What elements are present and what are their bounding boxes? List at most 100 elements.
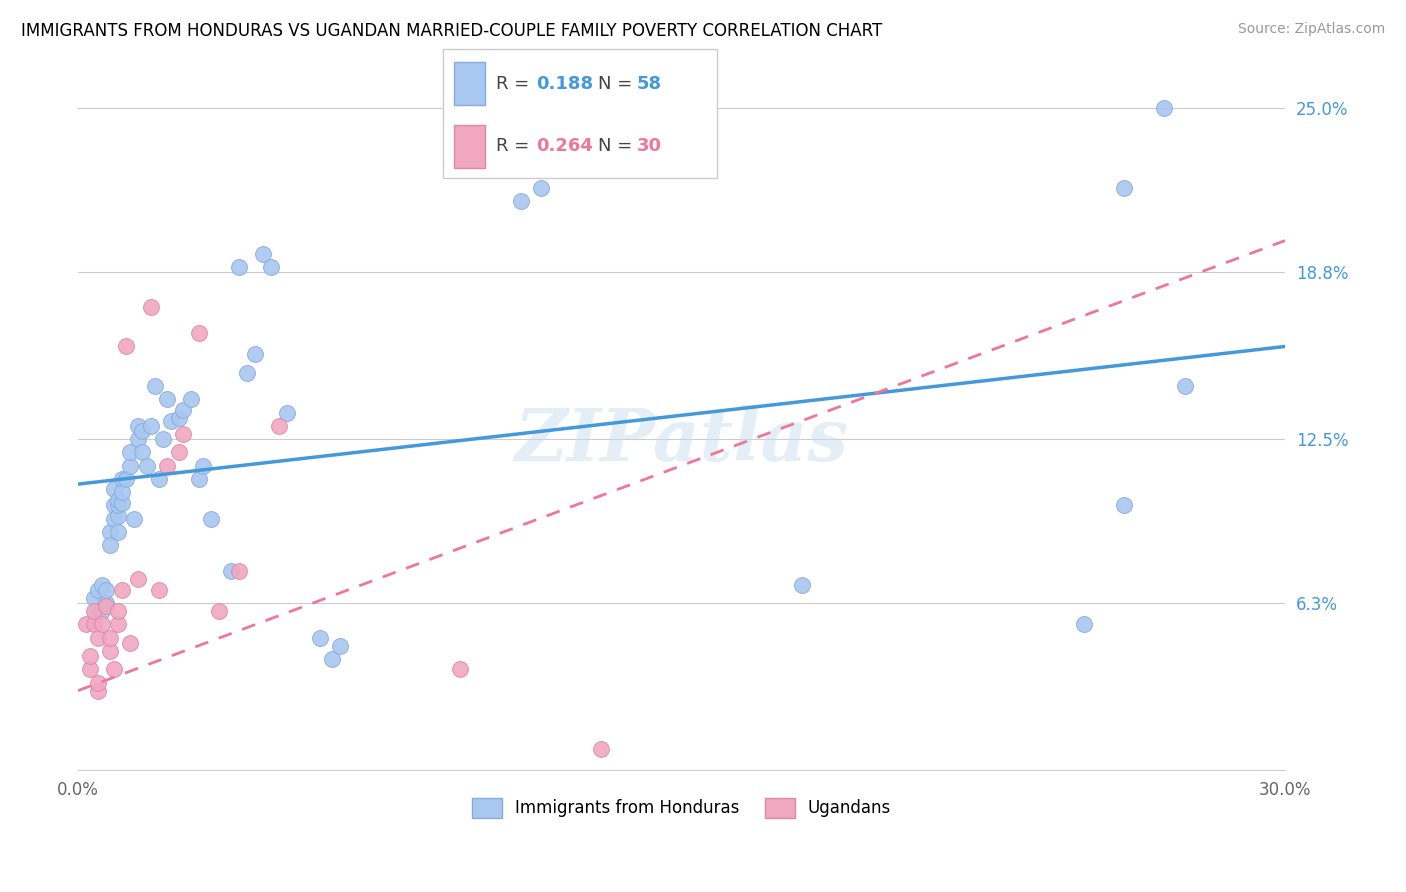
Point xyxy=(87,683,110,698)
Point xyxy=(1114,180,1136,194)
Point xyxy=(98,631,121,645)
Point xyxy=(111,485,134,500)
Point xyxy=(321,652,343,666)
Point xyxy=(172,403,194,417)
Point xyxy=(107,498,129,512)
Point xyxy=(180,392,202,407)
Point xyxy=(96,596,118,610)
Point xyxy=(509,194,531,208)
Point xyxy=(98,524,121,539)
Point xyxy=(103,498,125,512)
Point xyxy=(139,418,162,433)
Point xyxy=(83,617,105,632)
Point xyxy=(236,366,259,380)
Text: R =: R = xyxy=(496,137,536,155)
Point xyxy=(107,524,129,539)
Point xyxy=(243,347,266,361)
Point xyxy=(135,458,157,473)
Point xyxy=(1073,617,1095,632)
Point xyxy=(87,631,110,645)
Point xyxy=(329,639,352,653)
Point xyxy=(75,617,97,632)
Point xyxy=(103,662,125,676)
Text: IMMIGRANTS FROM HONDURAS VS UGANDAN MARRIED-COUPLE FAMILY POVERTY CORRELATION CH: IMMIGRANTS FROM HONDURAS VS UGANDAN MARR… xyxy=(21,22,883,40)
Point xyxy=(96,599,118,613)
Point xyxy=(91,617,114,632)
Point xyxy=(91,604,114,618)
Point xyxy=(143,379,166,393)
Text: 58: 58 xyxy=(637,75,662,93)
Point xyxy=(156,458,179,473)
Point xyxy=(103,511,125,525)
Point xyxy=(449,662,471,676)
Text: R =: R = xyxy=(496,75,536,93)
Point xyxy=(131,424,153,438)
Point xyxy=(228,565,250,579)
Point xyxy=(103,483,125,497)
Point xyxy=(591,741,613,756)
Text: N =: N = xyxy=(598,137,637,155)
Point xyxy=(276,406,298,420)
Point xyxy=(208,604,231,618)
Point xyxy=(172,426,194,441)
Point xyxy=(98,644,121,658)
Point xyxy=(1173,379,1195,393)
Point xyxy=(148,582,170,597)
Point xyxy=(139,300,162,314)
Point xyxy=(111,472,134,486)
Point xyxy=(115,472,138,486)
Point xyxy=(124,511,146,525)
Point xyxy=(127,418,149,433)
Point xyxy=(127,573,149,587)
Point xyxy=(228,260,250,274)
Point xyxy=(219,565,242,579)
Point xyxy=(159,414,181,428)
Point xyxy=(87,604,110,618)
Point xyxy=(191,458,214,473)
Point xyxy=(131,445,153,459)
Point xyxy=(83,591,105,605)
Point xyxy=(792,577,814,591)
Point xyxy=(79,662,101,676)
Point xyxy=(187,326,209,341)
Point xyxy=(120,458,142,473)
Point xyxy=(91,577,114,591)
Point xyxy=(167,445,190,459)
Point xyxy=(187,472,209,486)
Point xyxy=(1153,101,1175,115)
Text: 30: 30 xyxy=(637,137,662,155)
Point xyxy=(107,604,129,618)
Point xyxy=(98,538,121,552)
Point xyxy=(83,604,105,618)
Point xyxy=(107,493,129,508)
Point xyxy=(87,675,110,690)
Point xyxy=(107,617,129,632)
Point xyxy=(156,392,179,407)
Point xyxy=(308,631,330,645)
Point xyxy=(530,180,553,194)
Text: 0.264: 0.264 xyxy=(536,137,592,155)
Point xyxy=(107,508,129,523)
Point xyxy=(167,411,190,425)
Text: ZIPatlas: ZIPatlas xyxy=(515,405,849,475)
Point xyxy=(87,582,110,597)
Point xyxy=(79,649,101,664)
Point xyxy=(120,636,142,650)
Point xyxy=(260,260,283,274)
Point xyxy=(252,247,274,261)
Point xyxy=(96,582,118,597)
Point xyxy=(1114,498,1136,512)
Point xyxy=(115,339,138,353)
Point xyxy=(111,496,134,510)
Text: N =: N = xyxy=(598,75,637,93)
Legend: Immigrants from Honduras, Ugandans: Immigrants from Honduras, Ugandans xyxy=(465,791,898,825)
Text: 0.188: 0.188 xyxy=(536,75,593,93)
Point xyxy=(127,432,149,446)
Point xyxy=(152,432,174,446)
Point xyxy=(200,511,222,525)
Text: Source: ZipAtlas.com: Source: ZipAtlas.com xyxy=(1237,22,1385,37)
Point xyxy=(111,582,134,597)
Point xyxy=(120,445,142,459)
Point xyxy=(148,472,170,486)
Point xyxy=(269,418,291,433)
